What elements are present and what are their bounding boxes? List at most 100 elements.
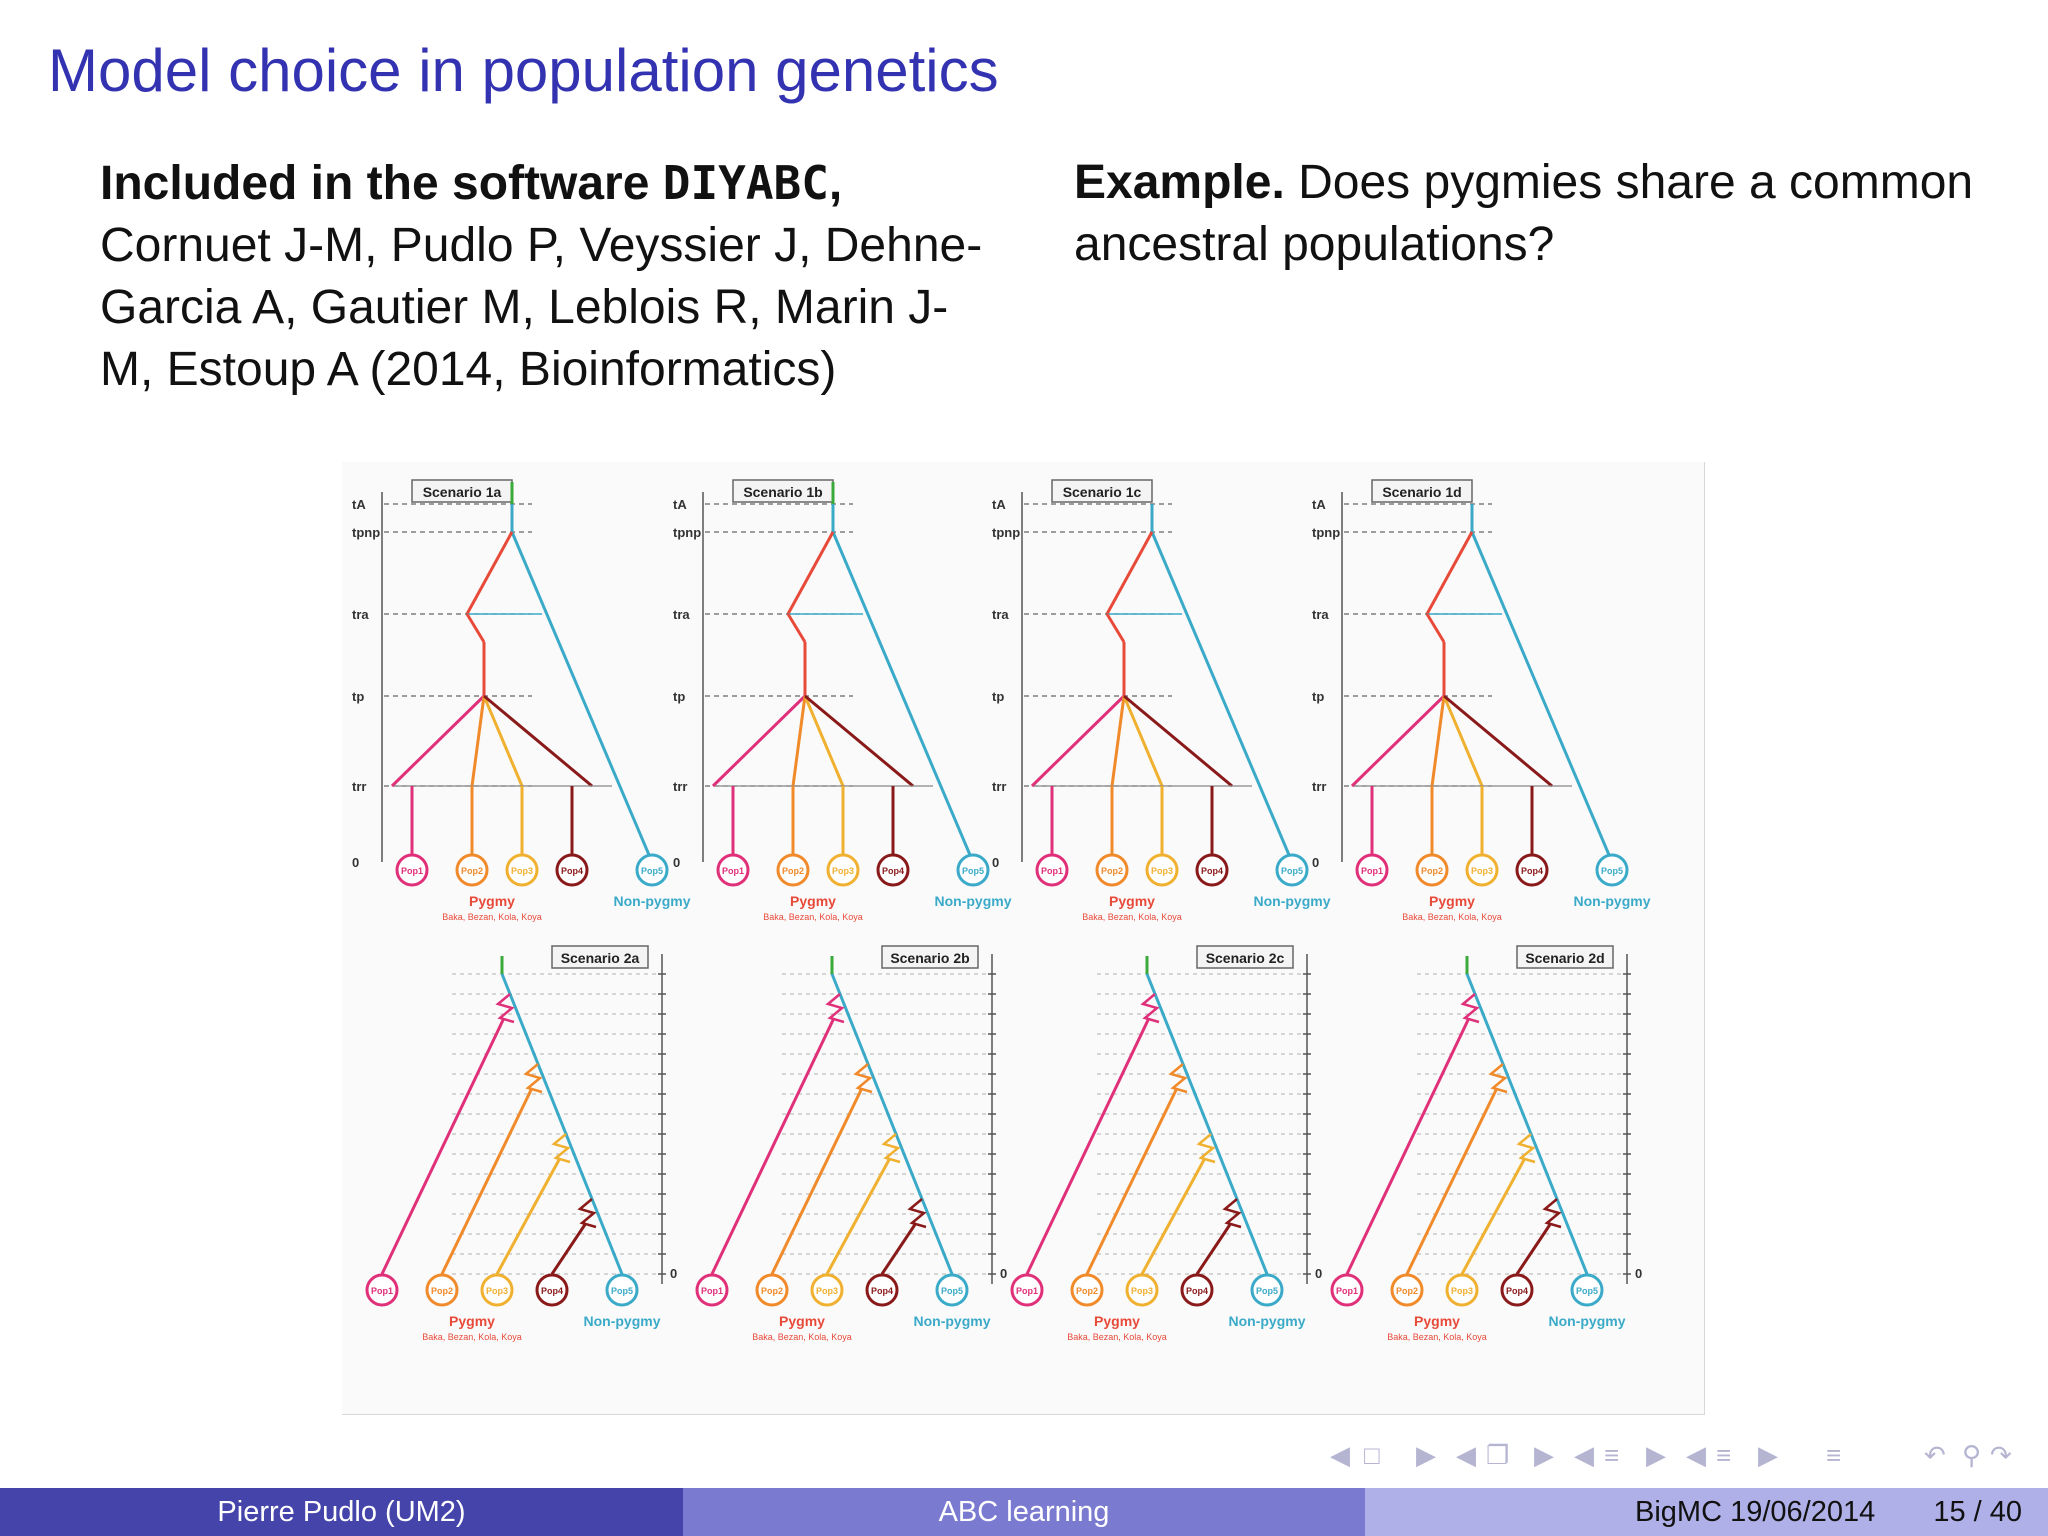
population-label: Pop4 — [561, 866, 583, 876]
pygmy-group-label: Pygmy — [790, 893, 836, 909]
pygmy-group-label: Pygmy — [449, 1313, 495, 1329]
population-node — [605, 1273, 639, 1307]
population-node — [505, 853, 539, 887]
time-label: tra — [1312, 607, 1329, 622]
pygmy-ancestral-branch — [1105, 531, 1154, 615]
population-label: Pop4 — [1506, 1286, 1528, 1296]
population-label: Pop4 — [1521, 866, 1543, 876]
time-label: trr — [673, 779, 687, 794]
nonpygmy-group-label: Non-pygmy — [935, 893, 1012, 909]
menu-icon[interactable]: ≡ — [1826, 1440, 1842, 1470]
nonpygmy-group-label: Non-pygmy — [614, 893, 691, 909]
population-node — [535, 1273, 569, 1307]
nav-left-icon[interactable]: ◀ — [1456, 1440, 1476, 1470]
pygmy-group-label: Pygmy — [1094, 1313, 1140, 1329]
time-label: tpnp — [673, 525, 701, 540]
time-label: tA — [673, 497, 687, 512]
population-label: Pop5 — [641, 866, 663, 876]
subsection-icon[interactable]: ❐ — [1486, 1440, 1510, 1470]
scenario-diagrams: Scenario 1a tA tpnp tra tp trr 0 Pop1 Pop2 Pop3 Po… — [352, 479, 1651, 1342]
population-label: Pop4 — [1186, 1286, 1208, 1296]
pygmy-ancestral-branch — [1425, 613, 1446, 643]
nonpygmy-group-label: Non-pygmy — [1229, 1313, 1306, 1329]
pygmy-branch — [380, 1017, 506, 1275]
population-label: Pop3 — [1151, 866, 1173, 876]
pygmy-group-label: Pygmy — [469, 893, 515, 909]
pygmy-split-branch — [1122, 695, 1164, 787]
scenario-label: Scenario 1b — [743, 484, 822, 500]
section-icon[interactable]: ≡ — [1604, 1440, 1620, 1470]
nav-left-icon[interactable]: ◀ — [1574, 1440, 1594, 1470]
population-node — [425, 1273, 459, 1307]
nonpygmy-group-label: Non-pygmy — [584, 1313, 661, 1329]
footer-talk: ABC learning — [683, 1488, 1365, 1536]
time-label: tp — [673, 689, 685, 704]
time-label: tra — [992, 607, 1009, 622]
population-node — [1355, 853, 1389, 887]
pygmy-split-branch — [1430, 695, 1446, 787]
scenario-label: Scenario 1a — [423, 484, 502, 500]
doc-icon[interactable]: ≡ — [1716, 1440, 1732, 1470]
population-label: Pop3 — [832, 866, 854, 876]
example-text: Does pygmies share a common ancestral po… — [1074, 156, 1974, 271]
pygmy-group-members: Baka, Bezan, Kola, Koya — [1082, 912, 1182, 922]
population-label: Pop1 — [701, 1286, 723, 1296]
nav-right-icon[interactable]: ▶ — [1646, 1440, 1666, 1470]
population-label: Pop5 — [1256, 1286, 1278, 1296]
population-label: Pop4 — [871, 1286, 893, 1296]
frame-icon[interactable]: □ — [1364, 1440, 1380, 1470]
nonpygmy-branch — [1150, 531, 1294, 863]
pygmy-group-members: Baka, Bezan, Kola, Koya — [422, 1332, 522, 1342]
scenario-label: Scenario 1d — [1382, 484, 1461, 500]
pygmy-group-members: Baka, Bezan, Kola, Koya — [752, 1332, 852, 1342]
nonpygmy-group-label: Non-pygmy — [1549, 1313, 1626, 1329]
pygmy-split-branch — [1442, 695, 1484, 787]
time-label: tpnp — [992, 525, 1020, 540]
scenario-4: Scenario 1d tA tpnp tra tp trr 0 Pop1 Pop2 Pop3 Po… — [1312, 479, 1651, 922]
scenario-2: Scenario 1b tA tpnp tra tp trr 0 Pop1 Pop2 Pop3 Po… — [673, 479, 1012, 922]
population-label: Pop2 — [782, 866, 804, 876]
nonpygmy-branch — [500, 973, 624, 1275]
population-label: Pop1 — [1336, 1286, 1358, 1296]
footer-right: BigMC 19/06/2014 15 / 40 — [1365, 1488, 2048, 1536]
pygmy-branch — [880, 1222, 918, 1275]
scenario-label-box — [1516, 945, 1614, 969]
nav-left-icon[interactable]: ◀ — [1330, 1440, 1350, 1470]
software-comma: , — [828, 157, 843, 210]
redo-icon[interactable]: ↷ — [1990, 1440, 2012, 1470]
nav-right-icon[interactable]: ▶ — [1534, 1440, 1554, 1470]
nonpygmy-branch — [1145, 973, 1269, 1275]
time-label: trr — [992, 779, 1006, 794]
population-label: Pop5 — [1601, 866, 1623, 876]
population-label: Pop5 — [1576, 1286, 1598, 1296]
scenario-3: Scenario 1c tA tpnp tra tp trr 0 Pop1 Pop2 Pop3 Po… — [992, 479, 1331, 922]
population-node — [1125, 1273, 1159, 1307]
pygmy-branch — [825, 1157, 892, 1275]
pygmy-branch — [1405, 1087, 1499, 1275]
example-lead: Example. — [1074, 156, 1285, 209]
pygmy-group-members: Baka, Bezan, Kola, Koya — [1067, 1332, 1167, 1342]
population-label: Pop3 — [1451, 1286, 1473, 1296]
population-label: Pop2 — [1101, 866, 1123, 876]
population-label: Pop5 — [962, 866, 984, 876]
nav-right-icon[interactable]: ▶ — [1416, 1440, 1436, 1470]
time-label: trr — [352, 779, 366, 794]
pygmy-branch — [550, 1222, 588, 1275]
undo-icon[interactable]: ↶ — [1924, 1440, 1946, 1470]
population-node — [635, 853, 669, 887]
nav-right-icon[interactable]: ▶ — [1758, 1440, 1778, 1470]
population-node — [1445, 1273, 1479, 1307]
scenario-label-box — [1051, 479, 1153, 503]
scenario-label-box — [1196, 945, 1294, 969]
nav-left-icon[interactable]: ◀ — [1686, 1440, 1706, 1470]
time-label: trr — [1312, 779, 1326, 794]
pygmy-branch — [1140, 1157, 1207, 1275]
pygmy-ancestral-branch — [1105, 613, 1126, 643]
population-label: Pop1 — [722, 866, 744, 876]
nonpygmy-branch — [830, 973, 954, 1275]
search-icon[interactable]: ⚲ — [1962, 1440, 1982, 1470]
time-label: tA — [352, 497, 366, 512]
population-label: Pop1 — [1041, 866, 1063, 876]
citation: Cornuet J-M, Pudlo P, Veyssier J, Dehne-… — [100, 219, 983, 396]
footer-event: BigMC 19/06/2014 — [1635, 1496, 1876, 1528]
